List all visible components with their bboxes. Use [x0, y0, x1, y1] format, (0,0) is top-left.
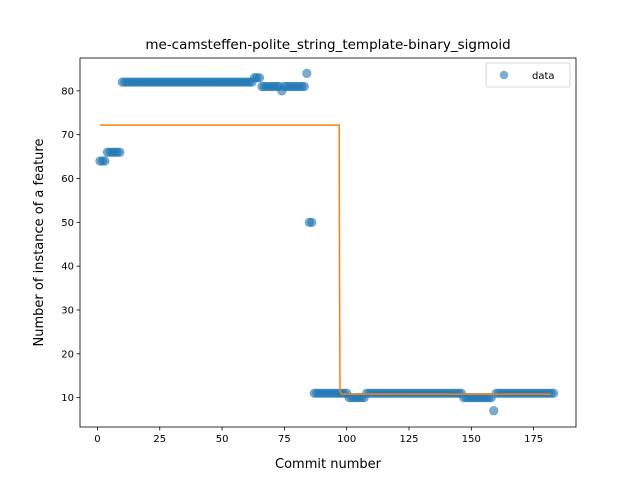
- data-point: [489, 406, 499, 416]
- y-tick-label: 10: [61, 393, 74, 404]
- data-point: [548, 388, 559, 398]
- data-point: [302, 68, 312, 78]
- data-point: [307, 217, 317, 227]
- y-tick-label: 70: [61, 130, 74, 141]
- x-tick-label: 25: [153, 434, 166, 445]
- legend-box: [485, 62, 571, 88]
- x-ticks: 0 25 50 75 100 125 150 175: [94, 427, 543, 445]
- y-tick-label: 20: [61, 349, 74, 360]
- x-tick-label: 100: [337, 434, 356, 445]
- x-tick-label: 175: [524, 434, 543, 445]
- legend-label-data: data: [532, 71, 555, 82]
- legend-marker-data: [499, 70, 509, 80]
- axes-frame: [79, 57, 577, 428]
- y-axis-label: Number of instance of a feature: [32, 139, 47, 347]
- y-tick-label: 50: [61, 218, 74, 229]
- x-tick-label: 50: [216, 434, 229, 445]
- data-point: [100, 156, 110, 166]
- x-axis-label: Commit number: [275, 457, 382, 472]
- data-point: [299, 81, 309, 92]
- chart-title: me-camsteffen-polite_string_template-bin…: [145, 37, 510, 53]
- y-ticks: 10 20 30 40 50 60 70 80: [61, 86, 80, 404]
- x-tick-label: 0: [94, 434, 100, 445]
- y-tick-label: 30: [61, 305, 74, 316]
- plot-marks: [95, 68, 559, 416]
- data-point: [254, 73, 265, 83]
- y-tick-label: 80: [61, 86, 74, 97]
- fit-line: [99, 124, 552, 395]
- data-point: [115, 147, 125, 157]
- y-tick-label: 40: [61, 262, 74, 273]
- x-tick-label: 150: [462, 434, 481, 445]
- x-tick-label: 75: [278, 434, 291, 445]
- legend: data: [485, 62, 571, 88]
- y-tick-label: 60: [61, 174, 74, 185]
- x-tick-label: 125: [399, 434, 418, 445]
